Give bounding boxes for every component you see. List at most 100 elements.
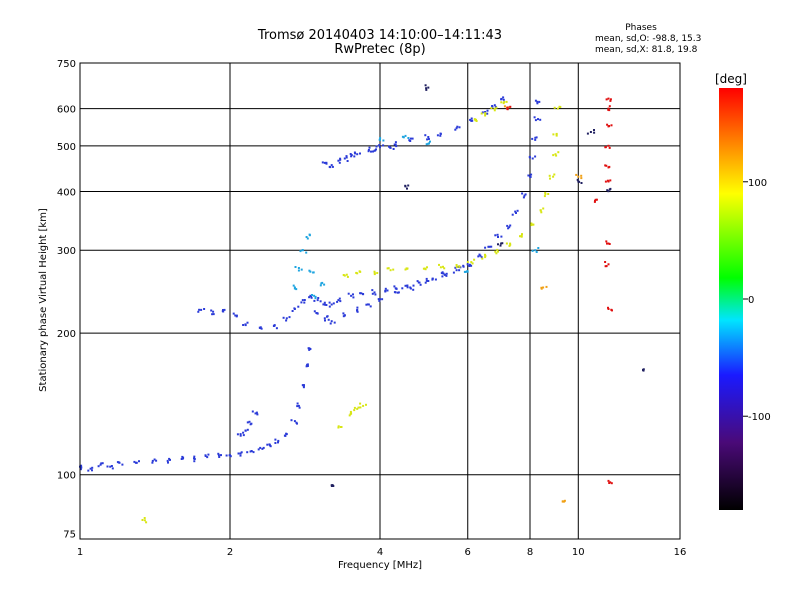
data-point — [332, 485, 335, 487]
data-point — [151, 461, 154, 464]
data-point — [218, 456, 221, 458]
data-point — [373, 270, 376, 273]
data-point — [509, 243, 512, 246]
data-point — [608, 188, 611, 191]
data-point — [261, 447, 264, 450]
data-point — [521, 233, 523, 236]
data-point — [305, 365, 308, 368]
data-point — [500, 235, 503, 238]
data-point — [519, 235, 521, 238]
data-point — [359, 292, 362, 295]
data-point — [300, 268, 303, 271]
data-point — [393, 291, 396, 294]
data-point — [250, 422, 253, 425]
data-point — [237, 452, 240, 455]
data-point — [470, 261, 473, 264]
data-point — [486, 109, 489, 112]
data-point — [468, 263, 471, 266]
data-point — [604, 146, 607, 149]
data-point — [470, 117, 473, 120]
x-axis-label: Frequency [MHz] — [338, 560, 422, 571]
data-point — [494, 234, 497, 237]
data-point — [370, 150, 372, 153]
data-point — [606, 242, 608, 245]
data-point — [386, 289, 389, 292]
data-point — [576, 178, 579, 181]
data-point — [347, 292, 350, 295]
data-point — [605, 265, 608, 268]
data-point — [425, 277, 428, 280]
data-point — [427, 86, 430, 89]
data-point — [480, 256, 483, 259]
data-point — [138, 460, 140, 463]
data-point — [470, 264, 473, 267]
data-point — [99, 463, 102, 466]
data-point — [308, 296, 311, 299]
data-point — [610, 124, 613, 127]
data-point — [466, 261, 469, 263]
data-point — [345, 156, 348, 159]
data-point — [593, 200, 596, 203]
data-point — [207, 453, 210, 456]
data-point — [507, 227, 510, 230]
data-point — [325, 162, 328, 165]
data-point — [356, 306, 359, 309]
data-point — [382, 144, 385, 147]
data-point — [501, 242, 504, 245]
data-point — [425, 88, 428, 91]
data-point — [239, 454, 242, 457]
data-point — [490, 245, 493, 248]
data-point — [481, 111, 484, 114]
data-point — [490, 107, 493, 110]
data-point — [323, 301, 326, 304]
x-tick-label: 8 — [527, 547, 533, 558]
data-point — [314, 297, 317, 300]
data-point — [606, 179, 609, 182]
data-point — [458, 126, 461, 129]
data-point — [223, 308, 226, 311]
data-point — [407, 184, 410, 187]
data-point — [91, 469, 93, 472]
data-point — [497, 250, 499, 253]
data-point — [419, 283, 422, 286]
x-tick-label: 4 — [377, 547, 383, 558]
data-point — [497, 243, 499, 246]
data-point — [353, 409, 356, 412]
data-point — [250, 450, 253, 452]
data-point — [458, 269, 461, 272]
data-point — [404, 284, 407, 287]
data-point — [319, 300, 322, 303]
data-point — [503, 105, 506, 108]
y-tick-label: 100 — [57, 471, 76, 482]
data-point — [487, 245, 490, 248]
data-point — [333, 321, 336, 324]
data-point — [536, 100, 539, 103]
data-point — [554, 153, 557, 156]
data-point — [316, 312, 319, 315]
data-point — [443, 267, 446, 270]
data-point — [469, 118, 472, 121]
data-point — [379, 146, 381, 149]
data-point — [310, 295, 313, 298]
data-point — [313, 299, 316, 302]
data-point — [292, 284, 295, 287]
colorbar-ticks: 100 0 -100 — [743, 178, 771, 423]
data-point — [479, 254, 482, 257]
data-point — [436, 134, 439, 137]
data-point — [516, 209, 519, 212]
data-point — [393, 143, 396, 146]
data-point — [274, 438, 277, 441]
data-point — [608, 105, 611, 108]
data-point — [324, 319, 326, 322]
data-point — [252, 451, 255, 454]
data-point — [321, 281, 324, 284]
data-point — [500, 97, 503, 100]
data-point — [307, 347, 310, 350]
data-point — [323, 161, 326, 164]
y-tick-label: 200 — [57, 329, 76, 340]
data-point — [372, 150, 374, 153]
data-point — [531, 249, 534, 252]
data-point — [193, 460, 196, 463]
data-point — [306, 363, 309, 366]
data-point — [378, 138, 381, 141]
